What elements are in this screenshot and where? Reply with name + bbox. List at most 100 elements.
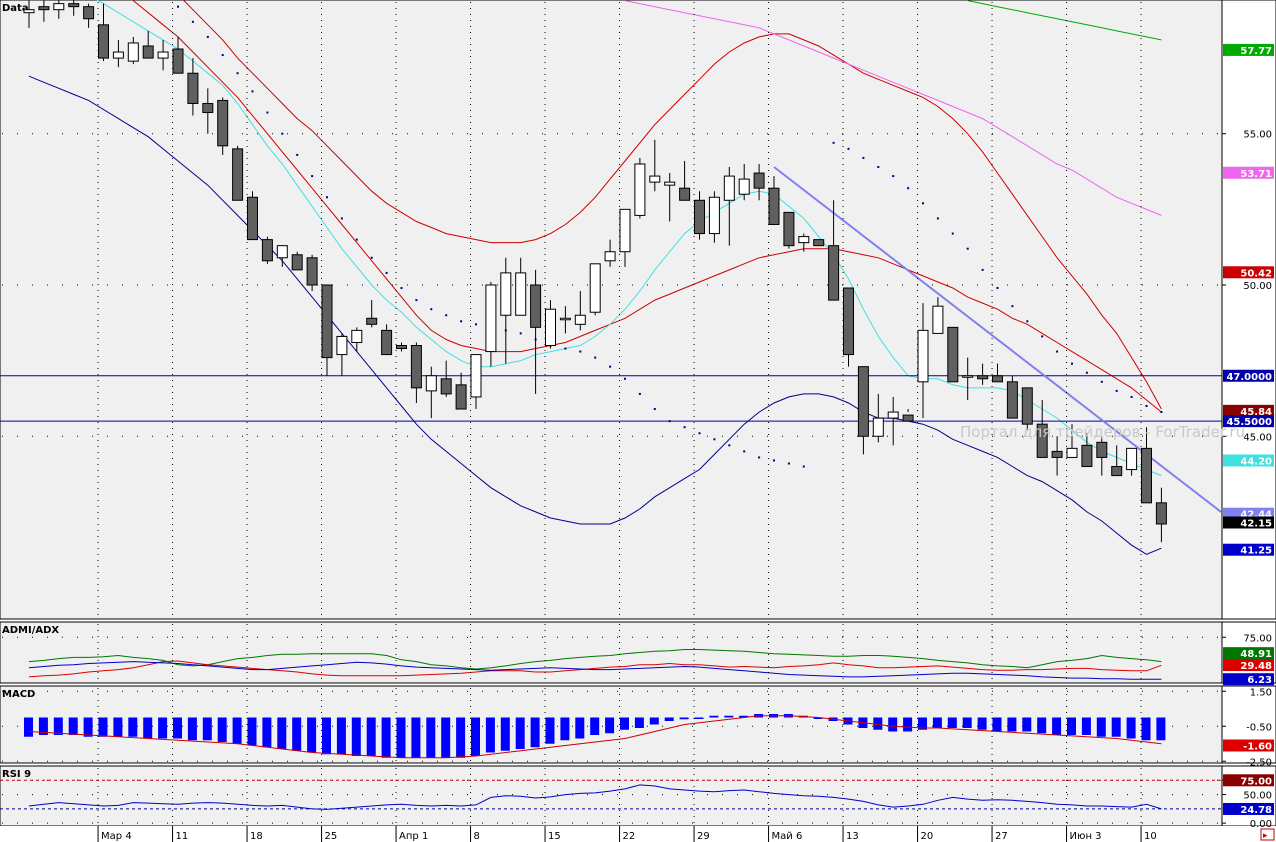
price-tag: 24.78 [1223, 802, 1274, 816]
macd-histogram-bar [932, 717, 942, 728]
candle-body [798, 236, 810, 244]
parabolic-sar-dot [311, 175, 314, 178]
value-tick-label: -2.50 [1246, 757, 1272, 768]
macd-histogram-bar [158, 717, 168, 739]
candle-body [1141, 447, 1152, 504]
moving-average-longest-line [967, 0, 1162, 41]
parabolic-sar-dot [519, 332, 522, 335]
macd-histogram-bar [575, 717, 585, 739]
candle-body [1036, 423, 1048, 458]
price-tag-label: 75.00 [1240, 776, 1272, 787]
parabolic-sar-dot [1056, 350, 1059, 353]
macd-histogram-bar [217, 717, 227, 742]
macd-histogram-bar [83, 717, 93, 737]
price-tag-label: 45.84 [1240, 407, 1272, 418]
candle-body [83, 6, 95, 20]
macd-histogram-bar [1111, 717, 1121, 737]
candle-body [187, 72, 199, 104]
parabolic-sar-dot [177, 5, 179, 8]
macd-histogram-bar [903, 717, 913, 732]
date-tick-label: Май 6 [772, 831, 803, 842]
macd-histogram-bar [679, 717, 689, 720]
date-tick-label: 18 [250, 831, 263, 842]
price-tag-bg [1223, 673, 1274, 686]
macd-histogram-bar [947, 717, 957, 728]
candle-body [947, 326, 959, 383]
parabolic-sar-dot [758, 456, 761, 459]
price-tag-bg [1223, 369, 1274, 382]
price-tag-bg [1223, 166, 1274, 179]
candle-body [649, 175, 661, 183]
macd-panel[interactable]: 1.50 -0.50 -2.50 MACD -1.60 [2, 687, 1274, 768]
price-tag-label: 42.15 [1240, 518, 1272, 529]
date-tick-label: 8 [474, 831, 480, 842]
macd-histogram-bar [1126, 717, 1136, 739]
macd-histogram-bar [292, 717, 302, 751]
macd-histogram-bar [24, 717, 33, 737]
macd-histogram-bar [500, 717, 510, 751]
candle-body [23, 9, 35, 14]
candle-body [1081, 444, 1093, 468]
date-tick-label: 20 [921, 831, 934, 842]
panel-label: ADMI/ADX [2, 625, 59, 636]
price-tag-label: 53.71 [1240, 169, 1272, 180]
parabolic-sar-dot [892, 175, 895, 178]
candle-body [127, 42, 139, 62]
price-panel[interactable]: 55.00 50.00 45.00 Data 57.77 53.71 50.42 47.000… [0, 0, 1274, 557]
parabolic-sar-dot [191, 20, 194, 23]
close-icon[interactable]: ▸ [1260, 828, 1275, 841]
price-tag-bg [1223, 802, 1274, 815]
parabolic-sar-dot [1041, 335, 1044, 338]
date-tick-label: 15 [548, 831, 561, 842]
date-tick-label: Июн 3 [1070, 831, 1102, 842]
macd-histogram-bar [1007, 717, 1017, 732]
macd-histogram-bar [530, 717, 540, 748]
price-tag-label: 57.77 [1240, 46, 1272, 57]
candle-body [917, 329, 929, 383]
candle-body [843, 287, 854, 356]
parabolic-sar-dot [1115, 389, 1118, 392]
parabolic-sar-dot [340, 217, 343, 220]
candle-body [1096, 441, 1108, 458]
parabolic-sar-dot [1145, 405, 1148, 408]
candle-body [1021, 387, 1033, 425]
price-tag-label: 50.42 [1240, 268, 1272, 279]
bollinger-upper-line [182, 0, 1162, 410]
date-tick-label: 22 [623, 831, 636, 842]
macd-histogram-bar [98, 717, 108, 737]
panel-plot-area [0, 621, 1223, 684]
price-tag-bg [1223, 43, 1274, 56]
macd-histogram-bar [456, 717, 466, 758]
macd-histogram-bar [471, 717, 480, 756]
value-tick-label: 1.50 [1250, 687, 1272, 698]
dmi-plus-line [28, 649, 1162, 670]
macd-histogram-bar [813, 717, 823, 719]
macd-histogram-bar [232, 717, 242, 744]
parabolic-sar-dot [728, 444, 731, 447]
candle-body [589, 263, 601, 313]
candle-body [261, 239, 273, 262]
candle-body [902, 414, 914, 422]
parabolic-sar-dot [206, 35, 209, 38]
date-tick-label: 25 [325, 831, 338, 842]
candle-body [962, 375, 974, 378]
candle-body [1111, 466, 1123, 477]
candle-body [425, 375, 437, 392]
parabolic-sar-dot [326, 196, 328, 199]
adx-line [28, 661, 1162, 680]
macd-histogram-bar [336, 717, 346, 755]
candle-body [1155, 502, 1167, 525]
date-tick-label: 11 [176, 831, 189, 842]
parabolic-sar-dot [221, 54, 224, 57]
price-tag-label: 41.25 [1240, 546, 1272, 557]
candle-body [53, 3, 65, 11]
parabolic-sar-dot [1026, 320, 1029, 323]
candle-body [574, 314, 586, 325]
candle-body [768, 187, 780, 225]
price-tag: 48.91 [1223, 647, 1274, 660]
macd-histogram-bar [634, 717, 644, 728]
date-axis-strip [0, 826, 1276, 842]
parabolic-sar-dot [922, 202, 924, 205]
